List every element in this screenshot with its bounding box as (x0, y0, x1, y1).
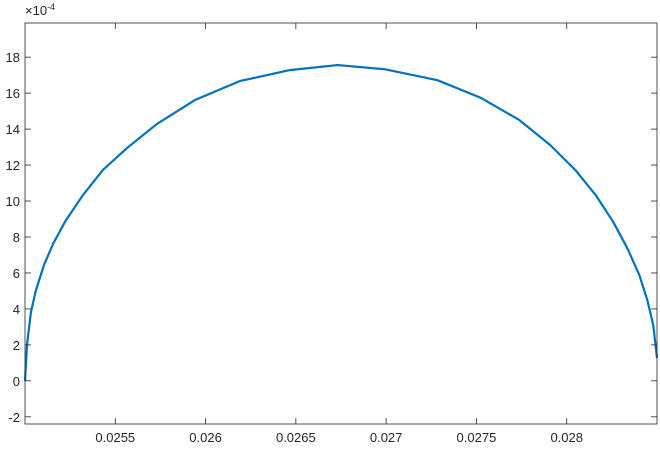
y-tick-label: 2 (13, 338, 20, 353)
y-tick-label: 10 (6, 194, 20, 209)
x-tick-label: 0.0275 (457, 430, 497, 445)
y-tick-label: 6 (13, 266, 20, 281)
x-tick-label: 0.0255 (95, 430, 135, 445)
x-tick-label: 0.0265 (276, 430, 316, 445)
y-tick-label: 4 (13, 302, 20, 317)
axes-box (24, 22, 658, 425)
x-tick-label: 0.027 (370, 430, 403, 445)
series-line (23, 63, 659, 381)
y-tick-label: 8 (13, 230, 20, 245)
y-tick-label: 18 (6, 50, 20, 65)
y-tick-label: 14 (6, 122, 20, 137)
y-tick-label: 16 (6, 86, 20, 101)
x-tick-label: 0.026 (189, 430, 222, 445)
y-tick-label: -2 (8, 410, 20, 425)
y-tick-label: 0 (13, 374, 20, 389)
x-tick-label: 0.028 (550, 430, 583, 445)
y-tick-label: 12 (6, 158, 20, 173)
y-exponent-label: ×10-4 (25, 2, 55, 18)
